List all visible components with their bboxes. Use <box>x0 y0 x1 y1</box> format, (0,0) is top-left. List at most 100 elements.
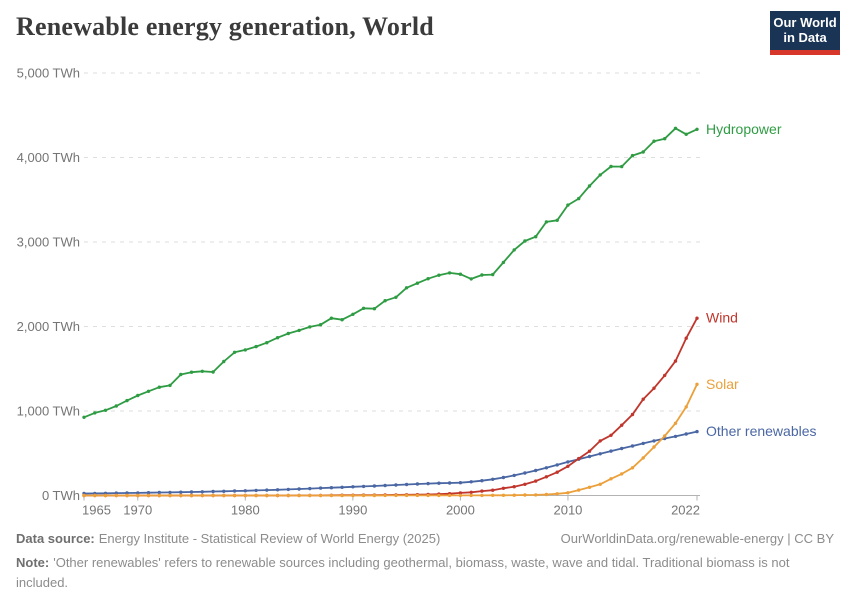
series-point-hydropower <box>308 325 312 329</box>
series-point-other-renewables <box>243 489 247 493</box>
series-point-hydropower <box>491 272 495 277</box>
series-point-solar <box>415 493 420 498</box>
series-point-hydropower <box>361 306 366 310</box>
series-point-solar <box>480 493 484 498</box>
x-tick-label: 1990 <box>338 503 367 518</box>
series-point-hydropower <box>447 271 452 275</box>
series-point-solar <box>189 493 194 498</box>
series-point-hydropower <box>82 415 86 419</box>
series-point-solar <box>351 493 355 498</box>
series-label-solar[interactable]: Solar <box>706 376 739 392</box>
series-line-hydropower[interactable] <box>83 127 698 419</box>
series-point-other-renewables <box>211 489 215 494</box>
series-point-other-renewables <box>254 488 258 493</box>
series-point-hydropower <box>512 248 516 252</box>
series-label-other-renewables[interactable]: Other renewables <box>706 423 817 439</box>
series-point-other-renewables <box>695 429 699 434</box>
owid-logo[interactable]: Our World in Data <box>770 11 840 55</box>
series-point-other-renewables <box>275 488 280 492</box>
series-point-wind <box>501 486 506 490</box>
series-point-solar <box>652 445 656 449</box>
series-point-other-renewables <box>555 463 559 467</box>
series-point-solar <box>544 492 549 497</box>
series-point-solar <box>566 491 570 495</box>
series-point-hydropower <box>534 235 538 239</box>
series-point-hydropower <box>189 370 194 374</box>
series-point-other-renewables <box>136 491 140 495</box>
series-point-wind <box>544 475 549 479</box>
series-point-hydropower <box>222 359 226 364</box>
series-point-solar <box>275 493 280 498</box>
series-point-hydropower <box>125 398 129 403</box>
series-point-hydropower <box>254 344 258 349</box>
series-point-other-renewables <box>469 480 473 484</box>
series-point-hydropower <box>146 389 151 393</box>
series-point-hydropower <box>157 385 161 389</box>
series-label-wind[interactable]: Wind <box>706 310 738 326</box>
series-point-solar <box>318 493 323 498</box>
series-point-solar <box>361 493 366 498</box>
series-point-other-renewables <box>630 444 635 448</box>
series-point-hydropower <box>458 272 463 276</box>
series-point-solar <box>555 492 559 496</box>
series-point-hydropower <box>329 316 334 320</box>
series-point-hydropower <box>265 341 269 345</box>
series-point-other-renewables <box>308 486 312 491</box>
series-point-wind <box>598 439 602 443</box>
series-point-wind <box>609 433 613 437</box>
series-point-other-renewables <box>361 484 366 489</box>
series-point-solar <box>222 493 226 498</box>
series-point-hydropower <box>275 336 280 340</box>
y-tick-label: 0 TWh <box>42 488 80 503</box>
y-tick-label: 1,000 TWh <box>17 404 80 419</box>
series-point-wind <box>566 464 570 468</box>
series-point-hydropower <box>437 273 441 277</box>
series-point-solar <box>404 493 409 498</box>
series-point-other-renewables <box>394 483 398 487</box>
series-point-hydropower <box>415 281 420 285</box>
series-line-solar[interactable] <box>83 383 698 497</box>
series-point-other-renewables <box>491 477 495 481</box>
series-point-other-renewables <box>566 460 570 464</box>
chart-canvas[interactable]: 0 TWh 1,000 TWh 2,000 TWh 3,000 TWh 4,000 TW… <box>0 0 850 528</box>
series-point-solar <box>641 456 645 460</box>
y-tick-label: 3,000 TWh <box>17 235 80 250</box>
series-point-other-renewables <box>157 490 161 495</box>
series-point-other-renewables <box>652 439 656 443</box>
series-point-solar <box>297 493 301 498</box>
series-point-hydropower <box>695 127 699 131</box>
series-point-solar <box>394 493 398 498</box>
series-point-other-renewables <box>587 454 592 459</box>
series-point-solar <box>265 493 269 498</box>
series-point-other-renewables <box>179 490 183 494</box>
series-point-solar <box>340 493 344 498</box>
series-point-hydropower <box>318 323 323 327</box>
series-point-hydropower <box>587 184 592 188</box>
series-point-other-renewables <box>447 481 452 485</box>
series-label-hydropower[interactable]: Hydropower <box>706 121 782 137</box>
page-title: Renewable energy generation, World <box>16 12 434 41</box>
data-source-line: Data source: Energy Institute - Statistic… <box>16 529 440 549</box>
y-tick-label: 2,000 TWh <box>17 319 80 334</box>
series-point-wind <box>652 386 656 390</box>
series-point-solar <box>609 477 613 481</box>
series-point-wind <box>512 485 516 489</box>
series-point-hydropower <box>211 370 215 374</box>
series-point-wind <box>577 456 581 461</box>
series-point-other-renewables <box>286 487 290 492</box>
series-point-solar <box>125 493 129 498</box>
series-point-hydropower <box>383 299 387 303</box>
series-point-solar <box>630 466 635 470</box>
series-point-other-renewables <box>372 484 377 488</box>
series-point-other-renewables <box>544 466 549 470</box>
series-point-hydropower <box>93 411 97 415</box>
series-line-other-renewables[interactable] <box>83 430 698 495</box>
series-point-hydropower <box>663 137 667 141</box>
series-point-other-renewables <box>329 486 334 490</box>
series-line-wind[interactable] <box>83 317 698 497</box>
series-point-hydropower <box>501 260 506 265</box>
series-point-other-renewables <box>415 482 420 486</box>
series-point-hydropower <box>136 393 140 398</box>
owid-license-link[interactable]: OurWorldinData.org/renewable-energy | CC… <box>560 531 834 546</box>
series-point-hydropower <box>168 383 172 388</box>
